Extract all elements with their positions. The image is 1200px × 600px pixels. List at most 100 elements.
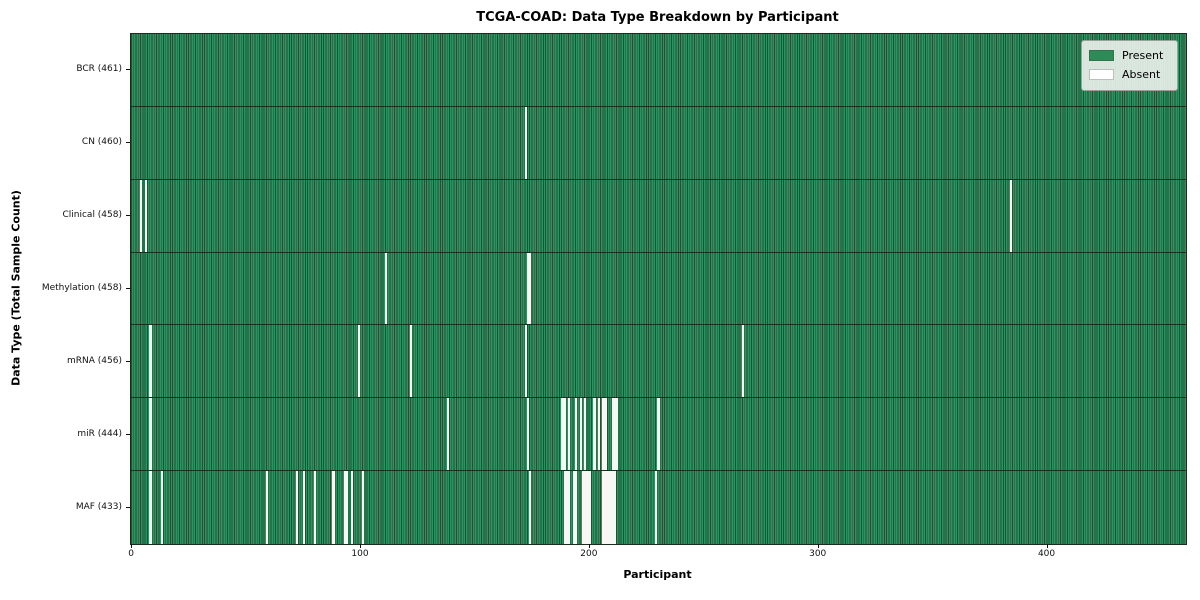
x-tick-mark xyxy=(817,544,819,548)
absent-cell xyxy=(604,471,607,544)
absent-cell xyxy=(357,325,360,398)
absent-swatch-icon xyxy=(1089,69,1114,80)
y-tick-label: mRNA (456) xyxy=(67,355,122,366)
absent-cell xyxy=(149,471,152,544)
absent-cell xyxy=(609,471,612,544)
absent-cell xyxy=(607,471,610,544)
absent-cell xyxy=(561,398,564,471)
x-axis-label: Participant xyxy=(623,568,692,581)
legend-item-absent: Absent xyxy=(1089,65,1170,84)
x-tick-label: 0 xyxy=(128,549,135,559)
absent-cell xyxy=(597,398,601,471)
y-tick-label: Methylation (458) xyxy=(41,283,122,293)
absent-cell xyxy=(149,325,152,398)
x-tick-mark xyxy=(131,544,133,548)
absent-cell xyxy=(572,471,575,544)
x-tick-label: 100 xyxy=(351,549,369,559)
legend-label-absent: Absent xyxy=(1122,68,1161,81)
y-tick-mark xyxy=(126,433,130,435)
legend: Present Absent xyxy=(1081,40,1178,91)
absent-cell xyxy=(524,106,527,179)
absent-cell xyxy=(568,471,571,544)
absent-cell xyxy=(593,398,596,471)
heatmap-row-cn xyxy=(131,106,1186,180)
absent-cell xyxy=(613,471,617,544)
absent-cell xyxy=(574,471,578,544)
absent-cell xyxy=(655,471,658,544)
x-tick-mark xyxy=(359,544,361,548)
legend-item-present: Present xyxy=(1089,46,1170,65)
y-tick-mark xyxy=(126,215,130,217)
y-tick-label: BCR (461) xyxy=(76,64,122,75)
absent-cell xyxy=(332,471,335,544)
x-tick-mark xyxy=(588,544,590,548)
y-tick-mark xyxy=(126,288,130,289)
y-tick-label: miR (444) xyxy=(77,428,122,439)
absent-cell xyxy=(410,325,413,398)
absent-cell xyxy=(604,398,607,471)
absent-cell xyxy=(563,471,566,544)
absent-cell xyxy=(602,398,605,471)
absent-cell xyxy=(613,398,617,471)
chart-title: TCGA-COAD: Data Type Breakdown by Partic… xyxy=(476,10,839,25)
y-tick-label: CN (460) xyxy=(81,137,122,148)
absent-cell xyxy=(302,471,305,544)
absent-cell xyxy=(565,471,569,544)
absent-cell xyxy=(343,471,347,544)
y-tick-label: Clinical (458) xyxy=(62,210,122,221)
absent-cell xyxy=(149,398,152,471)
absent-cell xyxy=(584,398,587,471)
absent-cell xyxy=(568,398,571,471)
absent-cell xyxy=(602,471,605,544)
absent-cell xyxy=(160,471,164,544)
absent-cell xyxy=(350,471,353,544)
x-tick-mark xyxy=(1046,544,1048,548)
absent-cell xyxy=(563,398,566,471)
y-tick-mark xyxy=(126,142,130,144)
absent-cell xyxy=(611,471,614,544)
absent-cell xyxy=(144,179,147,252)
absent-cell xyxy=(529,471,532,544)
absent-cell xyxy=(526,398,530,471)
absent-cell xyxy=(657,398,660,471)
absent-cell xyxy=(140,179,143,252)
heatmap-row-mir xyxy=(131,398,1186,472)
heatmap-row-methylation xyxy=(131,252,1186,326)
absent-cell xyxy=(385,252,388,325)
absent-cell xyxy=(611,398,614,471)
x-tick-label: 200 xyxy=(580,549,598,559)
absent-cell xyxy=(266,471,269,544)
absent-cell xyxy=(362,471,365,544)
legend-label-present: Present xyxy=(1122,49,1164,62)
absent-cell xyxy=(574,398,578,471)
absent-cell xyxy=(742,325,745,398)
x-tick-label: 300 xyxy=(809,549,827,559)
plot-area xyxy=(130,33,1187,545)
absent-cell xyxy=(616,398,619,471)
y-axis-label: Data Type (Total Sample Count) xyxy=(9,190,23,386)
absent-cell xyxy=(314,471,317,544)
absent-cell xyxy=(1009,179,1013,252)
present-swatch-icon xyxy=(1089,50,1114,61)
heatmap-row-clinical xyxy=(131,179,1186,253)
absent-cell xyxy=(526,252,530,325)
heatmap-row-bcr xyxy=(131,34,1186,107)
absent-cell xyxy=(524,325,527,398)
heatmap-row-maf xyxy=(131,471,1186,544)
y-tick-mark xyxy=(126,69,130,71)
y-tick-mark xyxy=(126,360,130,362)
absent-cell xyxy=(584,471,587,544)
heatmap-row-mrna xyxy=(131,325,1186,399)
absent-cell xyxy=(295,471,299,544)
absent-cell xyxy=(588,471,591,544)
absent-cell xyxy=(581,471,585,544)
absent-cell xyxy=(446,398,450,471)
y-tick-label: MAF (433) xyxy=(75,501,122,512)
absent-cell xyxy=(586,471,589,544)
absent-cell xyxy=(529,252,532,325)
absent-cell xyxy=(346,471,349,544)
x-tick-label: 400 xyxy=(1037,549,1056,559)
y-tick-mark xyxy=(126,506,130,508)
absent-cell xyxy=(579,398,582,471)
